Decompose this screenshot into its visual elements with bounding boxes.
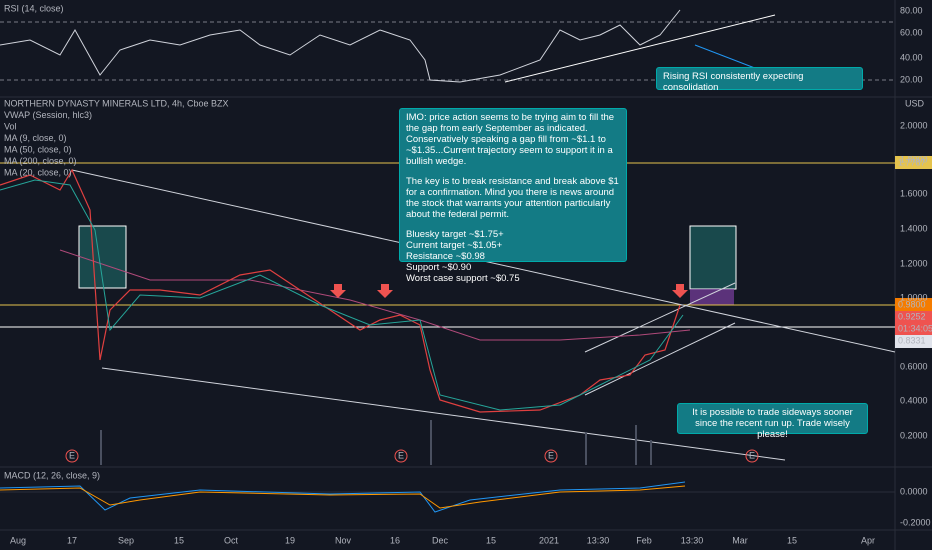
legend-line: Vol (4, 121, 17, 131)
rsi-label: RSI (14, close) (4, 3, 64, 13)
x-tick-label: 13:30 (681, 535, 704, 545)
price-tick: 1.6000 (900, 188, 928, 198)
macd-tick: 0.0000 (900, 486, 928, 496)
x-tick-label: Sep (118, 535, 134, 545)
price-tick: 1.8000 (900, 154, 928, 164)
x-tick-label: Feb (636, 535, 652, 545)
legend-line: MA (200, close, 0) (4, 156, 77, 166)
event-marker (745, 449, 759, 463)
x-tick-label: 16 (390, 535, 400, 545)
note-line: Worst case support ~$0.75 (406, 273, 520, 284)
price-tick: 1.0000 (900, 292, 928, 302)
note-paragraph: The key is to break resistance and break… (406, 176, 619, 220)
price-tag: 0.8331 (898, 335, 926, 345)
x-tick-label: 15 (486, 535, 496, 545)
trade-callout: It is possible to trade sideways sooner … (677, 403, 868, 440)
legend-line: MA (50, close, 0) (4, 144, 72, 154)
rsi-tick: 20.00 (900, 74, 923, 84)
rsi-tick: 60.00 (900, 27, 923, 37)
price-tick: 0.4000 (900, 395, 928, 405)
x-tick-label: 2021 (539, 535, 559, 545)
analysis-note: IMO: price action seems to be trying aim… (399, 108, 627, 284)
axis-label: USD (905, 98, 925, 108)
price-tag: 1.7787 (898, 157, 926, 167)
event-label: E (749, 450, 755, 460)
x-tick-label: Nov (335, 535, 352, 545)
note-line: Resistance ~$0.98 (406, 251, 485, 262)
x-tick-label: Dec (432, 535, 449, 545)
legend-line: VWAP (Session, hlc3) (4, 110, 92, 120)
price-tag: 0.9800 (898, 299, 926, 309)
event-label: E (548, 450, 554, 460)
x-tick-label: Aug (10, 535, 26, 545)
event-marker (394, 449, 408, 463)
price-tag: 0.9252 (898, 311, 926, 321)
x-tick-label: 15 (174, 535, 184, 545)
rsi-callout: Rising RSI consistently expecting consol… (656, 67, 863, 93)
rsi-tick: 80.00 (900, 5, 923, 15)
note-line: Support ~$0.90 (406, 262, 472, 273)
macd-tick: -0.2000 (900, 517, 931, 527)
price-tick: 0.2000 (900, 430, 928, 440)
price-tag: 01:34:05 (898, 323, 932, 333)
legend-line: MA (20, close, 0) (4, 167, 72, 177)
x-tick-label: Oct (224, 535, 239, 545)
x-tick-label: Apr (861, 535, 875, 545)
event-label: E (69, 450, 75, 460)
note-paragraph: IMO: price action seems to be trying aim… (406, 112, 615, 167)
event-label: E (398, 450, 404, 460)
rsi-tick: 40.00 (900, 52, 923, 62)
price-tick: 0.6000 (900, 361, 928, 371)
macd-label: MACD (12, 26, close, 9) (4, 470, 100, 480)
x-tick-label: Mar (732, 535, 748, 545)
event-marker (65, 449, 79, 463)
event-marker (544, 449, 558, 463)
legend-line: MA (9, close, 0) (4, 133, 67, 143)
x-tick-label: 13:30 (587, 535, 610, 545)
note-line: Bluesky target ~$1.75+ (406, 229, 504, 240)
note-line: Current target ~$1.05+ (406, 240, 503, 251)
price-tick: 1.2000 (900, 258, 928, 268)
x-tick-label: 17 (67, 535, 77, 545)
price-tick: 2.0000 (900, 120, 928, 130)
x-tick-label: 15 (787, 535, 797, 545)
x-tick-label: 19 (285, 535, 295, 545)
legend-line: NORTHERN DYNASTY MINERALS LTD, 4h, Cboe … (4, 98, 229, 108)
price-tick: 1.4000 (900, 223, 928, 233)
